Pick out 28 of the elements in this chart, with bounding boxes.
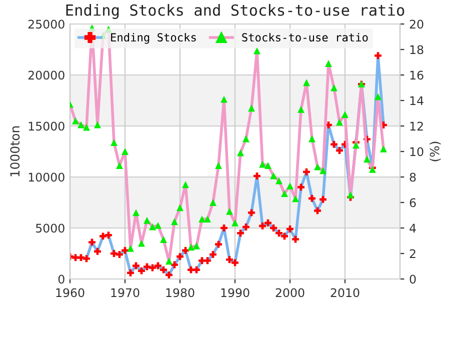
y2-tick-label: 6 [410,198,416,208]
y-axis-title: 1000ton [10,126,20,176]
y2-tick-label: 0 [410,274,416,284]
y2-tick-label: 10 [410,147,424,156]
y-tick-label: 15000 [28,122,64,131]
y2-tick-label: 4 [410,224,416,232]
x-tick-label: 1990 [221,288,250,298]
legend-label: Stocks-to-use ratio [242,32,368,42]
y2-tick-label: 16 [410,70,424,80]
y-tick-label: 25000 [28,20,64,29]
y-tick-label: 10000 [28,172,64,182]
y2-tick-label: 20 [410,20,424,29]
y2-tick-label: 2 [410,249,416,258]
y-tick-label: 5000 [36,224,64,233]
x-tick-label: 1970 [111,288,140,298]
y-tick-label: 20000 [28,70,64,80]
x-tick-label: 1980 [166,288,194,298]
chart-title: Ending Stocks and Stocks-to-use ratio [66,4,404,19]
legend-label: Ending Stocks [111,32,196,44]
y2-tick-label: 12 [410,122,423,130]
y2-tick-label: 18 [410,45,424,54]
y-tick-label: 0 [58,274,64,284]
y2-tick-label: 14 [410,96,424,105]
y2-tick-label: 8 [410,172,416,182]
y2-axis-title: (%) [430,142,441,162]
x-tick-label: 1960 [56,288,84,298]
x-tick-label: 2000 [276,288,304,298]
x-tick-label: 2010 [330,288,360,298]
